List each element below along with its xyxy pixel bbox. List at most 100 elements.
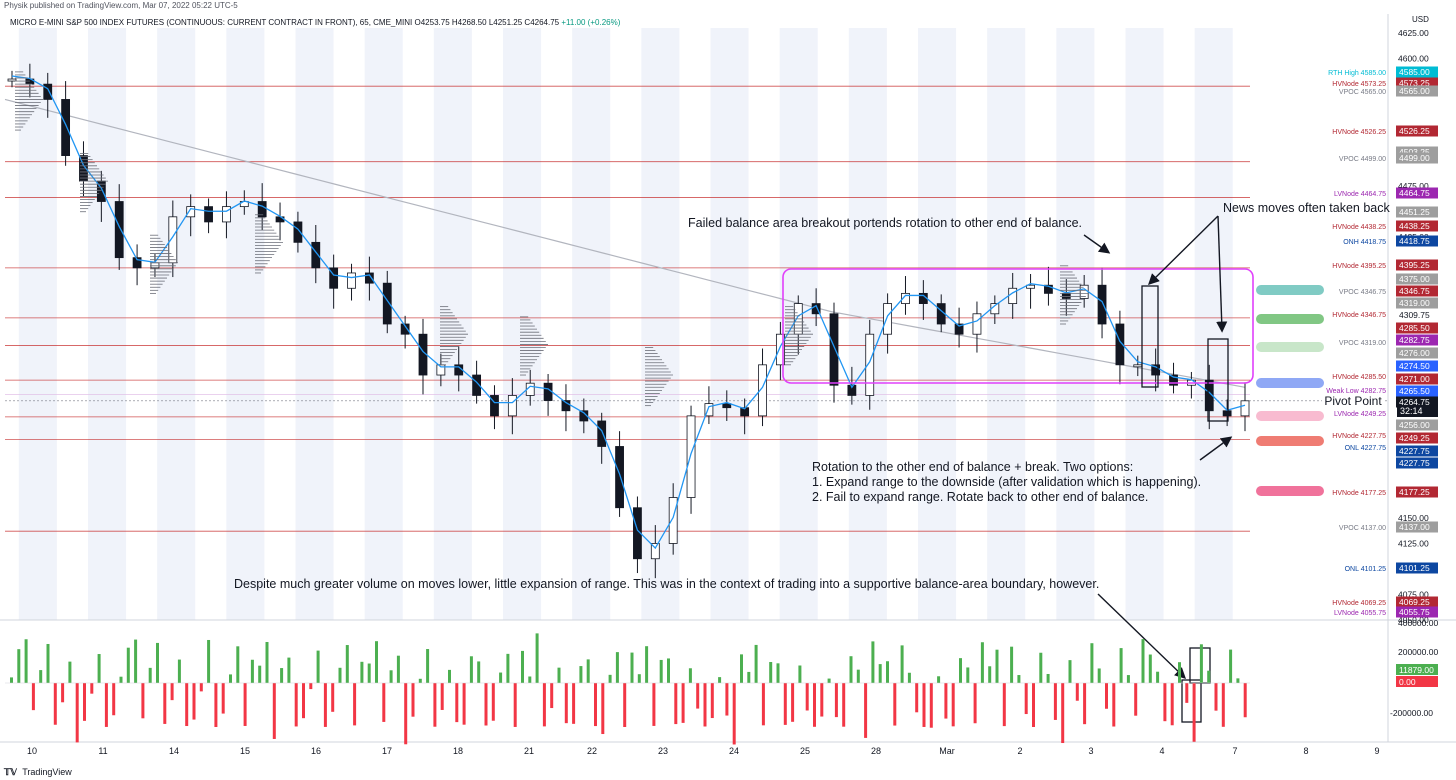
candle-body — [758, 364, 767, 417]
price-level-box — [1396, 285, 1438, 297]
price-level-box — [1396, 125, 1438, 137]
session-shading — [848, 28, 887, 620]
price-level-box — [1396, 322, 1438, 334]
candle-body — [1097, 284, 1107, 325]
volume-bar-down — [112, 683, 116, 716]
volume-bar-down — [214, 683, 218, 727]
volume-bar-down — [1075, 683, 1079, 701]
y-tick-label: 4075.00 — [1398, 589, 1429, 599]
x-tick-label: 15 — [240, 746, 250, 756]
level-pill — [1256, 411, 1324, 421]
level-pill — [1256, 314, 1324, 324]
ohlc-close: C4264.75 — [524, 18, 560, 27]
volume-bar-down — [455, 683, 459, 723]
volume-bar-up — [878, 664, 882, 683]
volume-bar-up — [389, 670, 393, 683]
bar-countdown: 32:14 — [1397, 405, 1438, 417]
volume-bar-down — [572, 683, 576, 724]
x-tick-label: 11 — [98, 746, 107, 756]
volume-y-tick-label: -200000.00 — [1390, 708, 1433, 718]
volume-bar-down — [331, 683, 335, 712]
volume-bar-up — [1126, 675, 1130, 683]
volume-bar-up — [980, 642, 984, 683]
volume-bar-up — [280, 668, 284, 683]
volume-bar-down — [294, 683, 298, 727]
x-tick-label: 17 — [382, 746, 392, 756]
candle-body — [293, 221, 303, 243]
annotation-rotation-line-3: 2. Fail to expand range. Rotate back to … — [812, 490, 1149, 504]
y-tick-label: 4150.00 — [1398, 513, 1429, 523]
volume-bar-up — [886, 661, 889, 683]
volume-bar-up — [506, 653, 510, 683]
level-pill — [1256, 342, 1324, 352]
volume-bar-up — [177, 659, 181, 683]
level-text-label: VPOC 4137.00 — [1339, 525, 1386, 532]
price-level-value: 4256.00 — [1399, 420, 1430, 430]
candle-body — [1169, 374, 1178, 386]
x-tick-label: 7 — [1232, 746, 1237, 756]
session-shading — [710, 28, 749, 620]
volume-bar-up — [754, 644, 758, 683]
volume-bar-down — [820, 683, 824, 717]
volume-bar-down — [783, 683, 787, 725]
volume-bar-up — [126, 647, 130, 683]
volume-bar-down — [550, 683, 554, 709]
x-tick-label: 3 — [1088, 746, 1093, 756]
volume-bar-up — [1068, 660, 1072, 683]
volume-bar-down — [170, 683, 174, 701]
x-tick-label: 14 — [169, 746, 179, 756]
candle-body — [150, 262, 160, 269]
level-text-label: ONH 4418.75 — [1343, 239, 1386, 246]
tradingview-logo-icon: 𝕋𝕍 — [4, 767, 17, 777]
price-level-box — [1396, 220, 1438, 232]
price-level-value: 4227.75 — [1399, 458, 1430, 468]
level-text-label: LVNode 4249.25 — [1334, 411, 1386, 418]
x-tick-label: 28 — [871, 746, 881, 756]
x-tick-label: 16 — [311, 746, 321, 756]
candle-body — [222, 206, 231, 223]
volume-bar-up — [827, 678, 831, 683]
candle-body — [650, 543, 660, 560]
candle-body — [400, 323, 410, 335]
volume-bar-up — [769, 662, 773, 683]
price-level-value: 4565.00 — [1399, 86, 1430, 96]
volume-bar-up — [418, 678, 422, 683]
ohlc-high: H4268.50 — [451, 18, 487, 27]
level-text-label: Weak Low 4282.75 — [1326, 388, 1386, 395]
volume-bar-up — [959, 658, 962, 683]
level-text-label: LVNode 4464.75 — [1334, 191, 1386, 198]
volume-bar-up — [630, 652, 634, 683]
level-text-label: HVNode 4177.25 — [1332, 490, 1386, 497]
volume-bar-up — [856, 669, 860, 683]
volume-bar-down — [652, 683, 656, 726]
level-text-label: LVNode 4055.75 — [1334, 610, 1386, 617]
volume-bar-down — [1134, 683, 1138, 716]
volume-bar-up — [900, 645, 904, 683]
volume-bar-down — [813, 683, 816, 727]
level-text-label: ONL 4227.75 — [1345, 445, 1386, 452]
candle-body — [1151, 364, 1161, 376]
volume-bar-up — [1039, 652, 1043, 683]
x-tick-label: 22 — [587, 746, 597, 756]
price-level-box — [1396, 77, 1438, 89]
volume-bar-up — [236, 646, 240, 683]
volume-bar-down — [272, 683, 276, 739]
volume-bar-up — [849, 656, 853, 683]
volume-bar-up — [615, 652, 619, 683]
anchored-vwap-line — [4, 98, 1246, 388]
candle-body — [1008, 287, 1018, 304]
volume-bar-up — [667, 658, 670, 683]
session-shading — [433, 28, 472, 620]
candle-body — [597, 420, 607, 447]
price-level-box — [1396, 146, 1438, 158]
volume-bar-down — [623, 683, 627, 727]
candle-body — [811, 303, 821, 315]
session-shading — [295, 28, 334, 620]
price-level-box — [1396, 432, 1438, 444]
price-level-box — [1396, 66, 1438, 78]
price-level-box — [1396, 606, 1438, 618]
volume-bar-up — [316, 650, 320, 683]
volume-bar-down — [594, 683, 597, 727]
price-level-box — [1396, 187, 1438, 199]
